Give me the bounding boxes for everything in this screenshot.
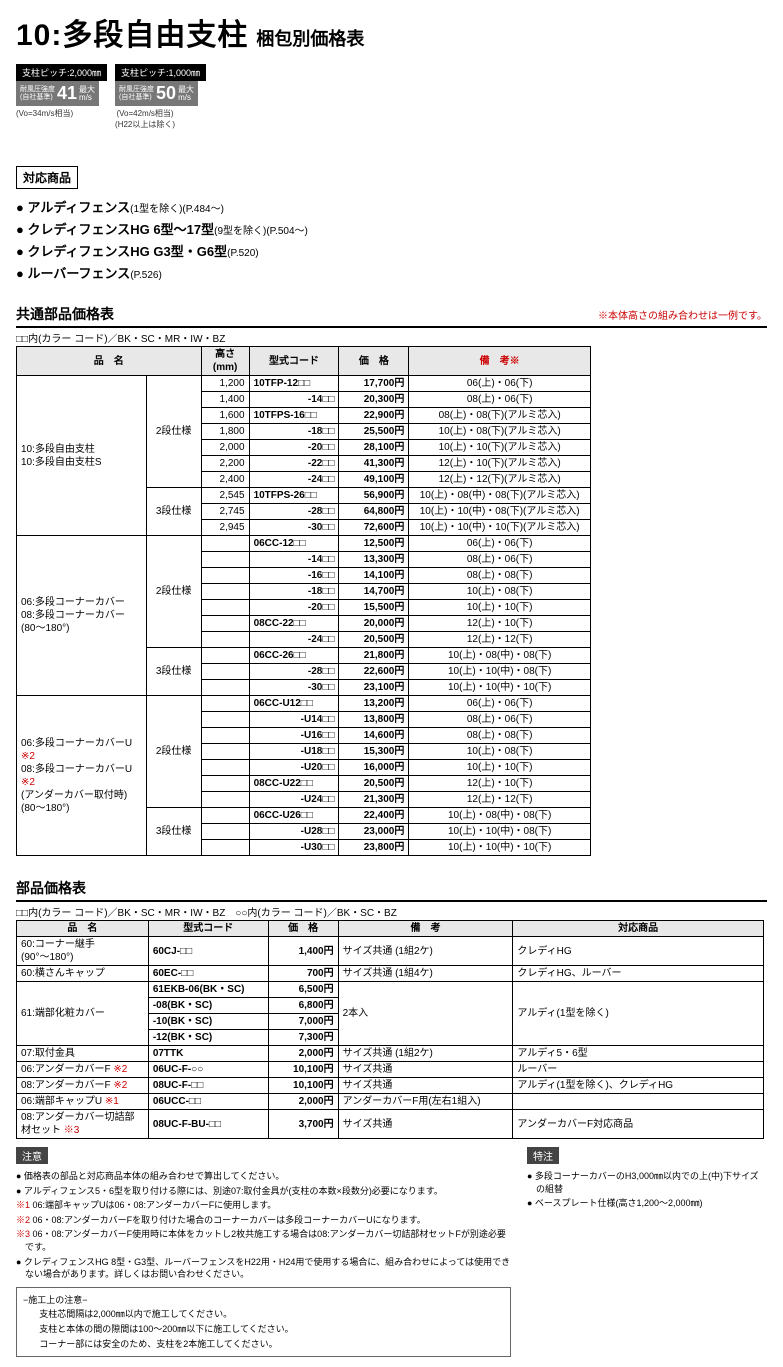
table1-title: 共通部品価格表 ※本体高さの組み合わせは一例です。 xyxy=(16,304,767,328)
table2-title: 部品価格表 xyxy=(16,878,767,902)
construction-note-box: −施工上の注意−支柱芯間隔は2,000㎜以内で施工してください。支柱と本体の間の… xyxy=(16,1287,511,1357)
t2-title-text: 部品価格表 xyxy=(16,878,86,898)
t1-title-text: 共通部品価格表 xyxy=(16,304,114,324)
t1-note: ※本体高さの組み合わせは一例です。 xyxy=(598,307,767,322)
note-line: ※3 06・08:アンダーカバーF使用時に本体をカットし2枚共施工する場合は08… xyxy=(16,1228,511,1253)
common-parts-table: 品 名高さ(mm)型式コード価 格備 考※10:多段自由支柱10:多段自由支柱S… xyxy=(16,346,591,856)
table-row: 61:端部化粧カバー61EKB-06(BK・SC)6,500円2本入アルディ(1… xyxy=(17,982,764,998)
construction-note: 支柱芯間隔は2,000㎜以内で施工してください。 xyxy=(23,1308,504,1321)
notes-right: 特注 ● 多段コーナーカバーのH3,000㎜以内での上(中)下サイズの組替 ● ベ… xyxy=(527,1147,767,1357)
compat-product: クレディフェンスHG G3型・G6型(P.520) xyxy=(16,241,767,260)
special-tag: 特注 xyxy=(527,1147,559,1164)
notes-left: 注意 ● 価格表の部品と対応商品本体の組み合わせで算出してください。 ● アルディ… xyxy=(16,1147,511,1357)
compat-product: クレディフェンスHG 6型～17型(9型を除く)(P.504～) xyxy=(16,219,767,238)
special-list: ● 多段コーナーカバーのH3,000㎜以内での上(中)下サイズの組替 ● ベースプ… xyxy=(527,1170,767,1210)
compat-heading: 対応商品 xyxy=(16,166,78,189)
construction-note: コーナー部には安全のため、支柱を2本施工してください。 xyxy=(23,1338,504,1351)
notes-tag: 注意 xyxy=(16,1147,48,1164)
table-row: 10:多段自由支柱10:多段自由支柱S2段仕様1,20010TFP-12□□17… xyxy=(17,376,591,392)
note-line: ※2 06・08:アンダーカバーFを取り付けた場合のコーナーカバーは多段コーナー… xyxy=(16,1214,511,1227)
special-line: ● 多段コーナーカバーのH3,000㎜以内での上(中)下サイズの組替 xyxy=(527,1170,767,1195)
table-row: 60:横さんキャップ60EC-□□700円サイズ共通 (1組4ケ)クレディHG、… xyxy=(17,966,764,982)
table-row: 06:アンダーカバーF ※206UC-F-○○10,100円サイズ共通ルーバー xyxy=(17,1062,764,1078)
t1-color-note: □□内(カラー コード)／BK・SC・MR・IW・BZ xyxy=(16,330,767,345)
wind-badge: 支柱ピッチ:1,000㎜ 耐風圧強度(自社基準)50最大m/s (Vo=42m/… xyxy=(115,64,206,130)
table-row: 60:コーナー継手(90°～180°)60CJ-□□1,400円サイズ共通 (1… xyxy=(17,937,764,966)
compat-product-list: アルディフェンス(1型を除く)(P.484～) クレディフェンスHG 6型～17型… xyxy=(16,197,767,282)
table-row: 06:多段コーナーカバー08:多段コーナーカバー(80～180°)2段仕様06C… xyxy=(17,536,591,552)
table-row: 07:取付金具07TTK2,000円サイズ共通 (1組2ケ)アルディ5・6型 xyxy=(17,1046,764,1062)
title-main: 10:多段自由支柱 xyxy=(16,10,248,54)
note-line: ● 価格表の部品と対応商品本体の組み合わせで算出してください。 xyxy=(16,1170,511,1183)
wind-badges: 支柱ピッチ:2,000㎜ 耐風圧強度(自社基準)41最大m/s (Vo=34m/… xyxy=(16,64,767,130)
table-row: 06:端部キャップU ※106UCC-□□2,000円アンダーカバーF用(左右1… xyxy=(17,1094,764,1110)
wind-badge: 支柱ピッチ:2,000㎜ 耐風圧強度(自社基準)41最大m/s (Vo=34m/… xyxy=(16,64,107,130)
compat-product: ルーバーフェンス(P.526) xyxy=(16,263,767,282)
title-sub: 梱包別価格表 xyxy=(256,25,364,51)
t2-color-note: □□内(カラー コード)／BK・SC・MR・IW・BZ ○○内(カラー コード)… xyxy=(16,904,767,919)
table-row: 08:アンダーカバーF ※208UC-F-□□10,100円サイズ共通アルディ(… xyxy=(17,1078,764,1094)
construction-note: 支柱と本体の間の隙間は100～200㎜以下に施工してください。 xyxy=(23,1323,504,1336)
construction-note: −施工上の注意− xyxy=(23,1294,504,1307)
parts-price-table: 品 名型式コード価 格備 考対応商品60:コーナー継手(90°～180°)60C… xyxy=(16,920,764,1139)
note-line: ● アルディフェンス5・6型を取り付ける際には、別途07:取付金具が(支柱の本数… xyxy=(16,1185,511,1198)
table-row: 06:多段コーナーカバーU ※208:多段コーナーカバーU ※2(アンダーカバー… xyxy=(17,696,591,712)
note-line: ※1 06:端部キャップUは06・08:アンダーカバーFに使用します。 xyxy=(16,1199,511,1212)
compat-product: アルディフェンス(1型を除く)(P.484～) xyxy=(16,197,767,216)
table-row: 08:アンダーカバー切詰部材セット ※308UC-F-BU-□□3,700円サイ… xyxy=(17,1110,764,1139)
page-title: 10:多段自由支柱 梱包別価格表 xyxy=(16,10,767,54)
notes-list: ● 価格表の部品と対応商品本体の組み合わせで算出してください。 ● アルディフェン… xyxy=(16,1170,511,1281)
note-line: ● クレディフェンスHG 8型・G3型、ルーバーフェンスをH22用・H24用で使… xyxy=(16,1256,511,1281)
special-line: ● ベースプレート仕様(高さ1,200～2,000㎜) xyxy=(527,1197,767,1210)
